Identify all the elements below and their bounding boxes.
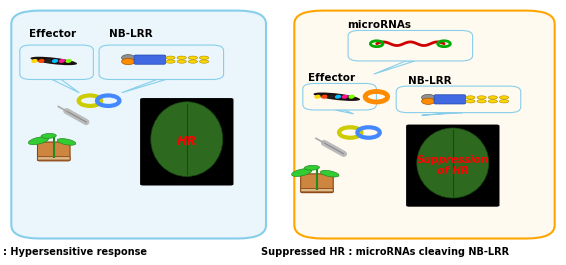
Ellipse shape [66, 59, 72, 63]
Text: Suppressed HR : microRNAs cleaving NB-LRR: Suppressed HR : microRNAs cleaving NB-LR… [261, 247, 509, 257]
Ellipse shape [314, 95, 321, 99]
FancyBboxPatch shape [74, 115, 79, 118]
FancyBboxPatch shape [341, 153, 346, 155]
Ellipse shape [349, 95, 355, 99]
Polygon shape [335, 110, 354, 114]
FancyBboxPatch shape [37, 157, 70, 160]
FancyBboxPatch shape [321, 142, 327, 144]
FancyBboxPatch shape [301, 174, 333, 193]
Ellipse shape [328, 95, 335, 99]
Circle shape [422, 98, 435, 104]
Ellipse shape [52, 59, 58, 63]
Ellipse shape [45, 59, 52, 63]
FancyBboxPatch shape [434, 95, 465, 104]
Ellipse shape [488, 96, 498, 99]
Ellipse shape [188, 60, 198, 63]
Ellipse shape [499, 100, 509, 103]
Text: NB-LRR: NB-LRR [408, 76, 451, 86]
Text: Effector: Effector [29, 29, 76, 39]
FancyBboxPatch shape [406, 125, 500, 207]
Ellipse shape [151, 102, 223, 176]
Ellipse shape [305, 165, 319, 170]
Ellipse shape [199, 60, 209, 63]
FancyBboxPatch shape [64, 110, 69, 112]
Text: Suppression
of HR: Suppression of HR [417, 155, 489, 176]
FancyBboxPatch shape [99, 45, 224, 80]
Ellipse shape [28, 137, 49, 145]
Ellipse shape [177, 56, 186, 59]
Text: NB-LRR: NB-LRR [109, 29, 152, 39]
Ellipse shape [199, 56, 209, 59]
FancyBboxPatch shape [396, 86, 521, 113]
Ellipse shape [320, 170, 339, 177]
Ellipse shape [321, 95, 328, 99]
FancyBboxPatch shape [11, 11, 266, 238]
FancyBboxPatch shape [37, 142, 70, 161]
FancyBboxPatch shape [303, 83, 376, 110]
Text: HR: HR [177, 135, 197, 148]
FancyBboxPatch shape [294, 11, 555, 238]
Ellipse shape [166, 60, 175, 63]
Polygon shape [422, 113, 463, 115]
Text: HR : Hypersensitive response: HR : Hypersensitive response [0, 247, 147, 257]
Circle shape [122, 58, 135, 65]
Ellipse shape [499, 96, 509, 99]
FancyBboxPatch shape [84, 121, 89, 123]
Ellipse shape [31, 59, 38, 63]
Text: Effector: Effector [308, 73, 355, 83]
Ellipse shape [31, 57, 77, 65]
Ellipse shape [188, 56, 198, 59]
Polygon shape [374, 61, 415, 74]
Ellipse shape [59, 59, 65, 63]
Polygon shape [52, 80, 79, 93]
Circle shape [122, 55, 135, 61]
Ellipse shape [38, 59, 45, 63]
FancyBboxPatch shape [331, 147, 337, 150]
Ellipse shape [466, 100, 475, 103]
Ellipse shape [342, 95, 348, 99]
Ellipse shape [41, 134, 56, 138]
FancyBboxPatch shape [140, 98, 233, 186]
FancyBboxPatch shape [134, 55, 165, 64]
Ellipse shape [466, 96, 475, 99]
FancyBboxPatch shape [301, 188, 333, 192]
Text: microRNAs: microRNAs [347, 20, 411, 30]
Ellipse shape [477, 100, 486, 103]
Ellipse shape [335, 95, 341, 99]
Ellipse shape [57, 139, 76, 145]
Ellipse shape [314, 92, 360, 101]
Ellipse shape [488, 100, 498, 103]
Ellipse shape [166, 56, 175, 59]
Ellipse shape [177, 60, 186, 63]
FancyBboxPatch shape [20, 45, 93, 80]
Circle shape [422, 94, 435, 101]
Ellipse shape [291, 169, 312, 176]
FancyBboxPatch shape [348, 30, 473, 61]
Polygon shape [122, 80, 166, 93]
Ellipse shape [477, 96, 486, 99]
Ellipse shape [417, 128, 489, 198]
